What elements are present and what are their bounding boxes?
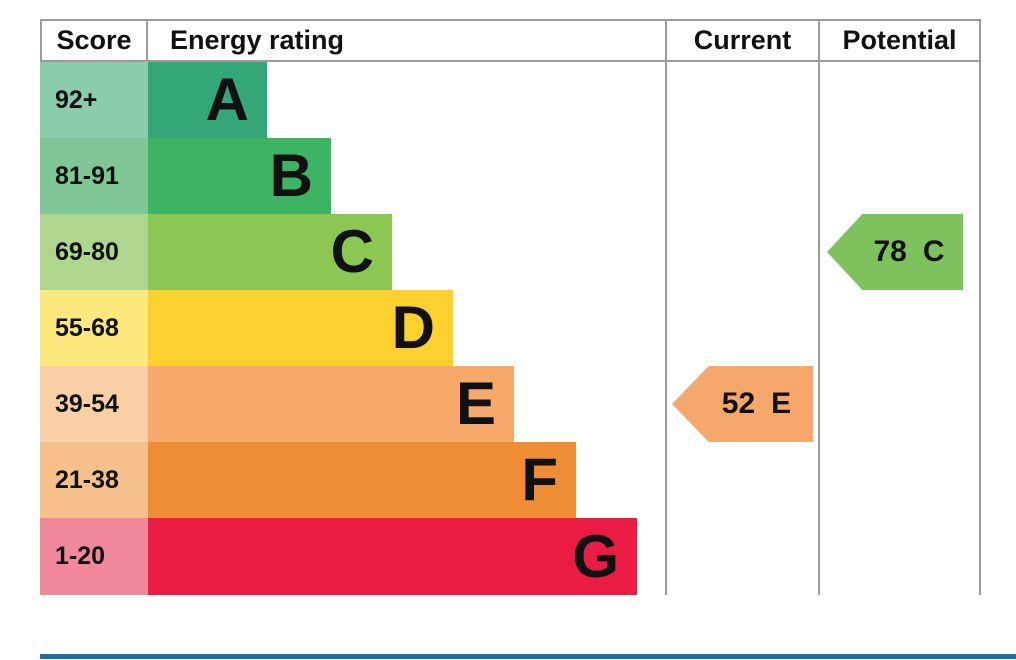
score-cell-d: 55-68 [40,290,148,366]
bottom-accent-divider [40,654,1016,659]
header-bottom-border [40,60,981,62]
score-range-label-a: 92+ [55,85,98,114]
score-range-label-f: 21-38 [55,465,119,494]
score-cell-f: 21-38 [40,442,148,518]
score-column-border [146,19,148,62]
rating-bar-e: E [148,366,514,442]
rating-bar-d: D [148,290,453,366]
table-right-border [979,19,981,595]
score-cell-c: 69-80 [40,214,148,290]
rating-bar-a: A [148,62,267,138]
rating-bar-b: B [148,138,331,214]
potential-column-header: Potential [842,25,957,55]
grade-letter-g: G [572,522,619,590]
potential-rating-grade: C [922,235,945,268]
current-rating-arrow: 52 E [672,366,813,442]
current-column-header: Current [693,25,792,55]
grade-letter-c: C [330,218,374,285]
rating-bar-g: G [148,518,637,595]
potential-column-left-border [818,19,820,595]
grade-letter-e: E [455,370,496,437]
score-range-label-d: 55-68 [55,313,119,342]
score-cell-b: 81-91 [40,138,148,214]
energy-rating-column-header: Energy rating [170,25,345,55]
rating-bar-f: F [148,442,576,518]
current-rating-value: 52 [721,387,756,420]
current-rating-grade: E [771,387,792,420]
score-cell-g: 1-20 [40,518,148,595]
potential-rating-value: 78 [873,235,907,268]
rating-bar-c: C [148,214,392,290]
score-column-header: Score [56,25,132,55]
table-top-border [40,19,981,21]
current-column-left-border [665,19,667,595]
score-range-label-e: 39-54 [55,389,119,418]
score-range-label-b: 81-91 [55,161,119,190]
score-range-label-c: 69-80 [55,237,119,266]
score-cell-a: 92+ [40,62,148,138]
grade-letter-d: D [391,294,435,361]
grade-letter-b: B [269,142,313,209]
grade-letter-a: A [205,66,249,133]
grade-letter-f: F [521,446,558,513]
potential-rating-arrow: 78 C [827,214,963,290]
score-cell-e: 39-54 [40,366,148,442]
score-range-label-g: 1-20 [55,542,106,570]
header-left-border [40,19,42,62]
